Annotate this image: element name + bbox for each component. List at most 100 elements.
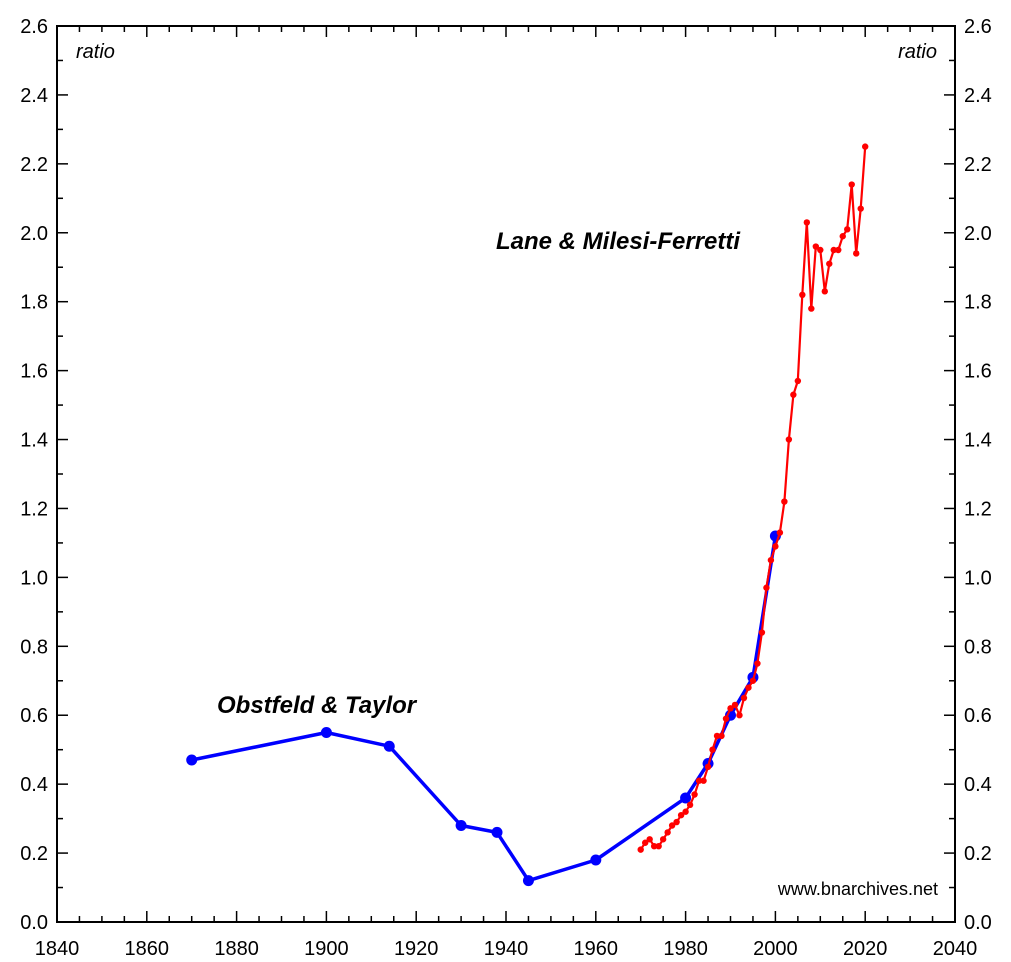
- x-tick-label: 1900: [304, 938, 349, 960]
- data-point-lane-milesi-ferretti: [772, 543, 779, 550]
- x-tick-label: 2000: [753, 938, 798, 960]
- data-point-lane-milesi-ferretti: [718, 732, 725, 740]
- x-tick-label: 1920: [394, 938, 439, 960]
- data-point-lane-milesi-ferretti: [835, 246, 842, 254]
- data-point-lane-milesi-ferretti: [767, 556, 775, 564]
- series-label-lane-milesi-ferretti: Lane & Milesi-Ferretti: [496, 228, 741, 255]
- data-point-lane-milesi-ferretti: [709, 746, 716, 753]
- y-tick-label-left: 2.6: [20, 16, 48, 38]
- data-point-lane-milesi-ferretti: [785, 436, 793, 443]
- data-point-lane-milesi-ferretti: [826, 260, 833, 267]
- data-point-lane-milesi-ferretti: [722, 715, 730, 722]
- y-tick-label-right: 0.2: [964, 843, 992, 865]
- y-tick-label-left: 0.2: [20, 843, 48, 865]
- data-point-lane-milesi-ferretti: [745, 684, 752, 691]
- y-tick-label-left: 2.4: [20, 85, 48, 107]
- y-tick-label-left: 2.0: [20, 223, 48, 245]
- data-point-lane-milesi-ferretti: [736, 712, 743, 719]
- plot-frame: [56, 25, 956, 923]
- data-point-lane-milesi-ferretti: [695, 777, 703, 784]
- y-tick-label-right: 1.4: [964, 430, 992, 452]
- data-point-lane-milesi-ferretti: [655, 842, 662, 850]
- data-point-obstfeld-taylor: [522, 875, 534, 887]
- y-axis-unit-left: ratio: [76, 41, 115, 63]
- y-tick-label-left: 0.0: [20, 912, 48, 934]
- x-tick-label: 1940: [484, 938, 529, 960]
- data-point-lane-milesi-ferretti: [704, 763, 712, 771]
- data-point-obstfeld-taylor: [590, 854, 602, 866]
- x-tick-label: 2020: [843, 938, 888, 960]
- y-axis-unit-right: ratio: [898, 41, 937, 63]
- y-tick-label-right: 2.2: [964, 154, 992, 176]
- y-tick-label-right: 0.4: [964, 774, 992, 796]
- data-point-obstfeld-taylor: [320, 726, 332, 738]
- data-point-lane-milesi-ferretti: [803, 219, 811, 226]
- data-point-lane-milesi-ferretti: [727, 705, 734, 712]
- data-point-lane-milesi-ferretti: [758, 629, 766, 636]
- data-point-lane-milesi-ferretti: [794, 377, 802, 385]
- x-tick-label: 1860: [125, 938, 170, 960]
- data-point-lane-milesi-ferretti: [650, 842, 658, 850]
- y-tick-label-right: 1.6: [964, 361, 992, 383]
- series-layer: [186, 143, 869, 887]
- data-point-lane-milesi-ferretti: [659, 836, 667, 843]
- y-tick-label-right: 0.8: [964, 636, 992, 658]
- data-point-lane-milesi-ferretti: [830, 246, 837, 254]
- y-tick-label-left: 0.4: [20, 774, 48, 796]
- y-tick-label-left: 0.6: [20, 705, 48, 727]
- data-point-lane-milesi-ferretti: [781, 498, 788, 505]
- data-point-lane-milesi-ferretti: [700, 777, 707, 784]
- data-point-lane-milesi-ferretti: [673, 818, 680, 826]
- data-point-lane-milesi-ferretti: [817, 246, 824, 254]
- y-tick-label-left: 1.2: [20, 498, 48, 520]
- data-point-obstfeld-taylor: [455, 820, 467, 832]
- data-point-lane-milesi-ferretti: [862, 143, 869, 150]
- y-tick-label-right: 1.2: [964, 498, 992, 520]
- data-point-lane-milesi-ferretti: [682, 808, 689, 815]
- data-point-obstfeld-taylor: [186, 754, 198, 766]
- data-point-lane-milesi-ferretti: [812, 243, 820, 250]
- x-tick-label: 2040: [933, 938, 978, 960]
- y-tick-label-left: 1.6: [20, 361, 48, 383]
- data-point-obstfeld-taylor: [680, 792, 692, 804]
- data-point-lane-milesi-ferretti: [857, 205, 864, 212]
- data-point-lane-milesi-ferretti: [844, 226, 851, 233]
- y-tick-label-right: 2.0: [964, 223, 992, 245]
- data-point-lane-milesi-ferretti: [776, 529, 784, 536]
- y-tick-label-right: 1.8: [964, 292, 992, 314]
- y-tick-label-left: 1.4: [20, 430, 48, 452]
- data-point-lane-milesi-ferretti: [713, 732, 721, 740]
- y-tick-label-left: 1.0: [20, 567, 48, 589]
- y-tick-label-left: 2.2: [20, 154, 48, 176]
- y-tick-label-left: 1.8: [20, 292, 48, 314]
- data-point-obstfeld-taylor: [383, 740, 395, 752]
- data-point-lane-milesi-ferretti: [740, 694, 748, 702]
- data-point-lane-milesi-ferretti: [839, 233, 846, 240]
- series-line-obstfeld-taylor: [191, 535, 778, 883]
- data-point-lane-milesi-ferretti: [799, 291, 806, 298]
- data-point-lane-milesi-ferretti: [790, 391, 797, 398]
- data-point-lane-milesi-ferretti: [731, 701, 739, 709]
- x-tick-label: 1980: [663, 938, 708, 960]
- data-point-lane-milesi-ferretti: [853, 250, 860, 257]
- data-point-lane-milesi-ferretti: [686, 801, 694, 809]
- watermark: www.bnarchives.net: [777, 879, 938, 899]
- y-tick-label-right: 0.6: [964, 705, 992, 727]
- data-point-lane-milesi-ferretti: [749, 677, 757, 684]
- y-tick-label-right: 2.6: [964, 16, 992, 38]
- data-point-lane-milesi-ferretti: [848, 181, 855, 188]
- y-tick-label-right: 1.0: [964, 567, 992, 589]
- data-point-lane-milesi-ferretti: [808, 305, 815, 312]
- data-point-obstfeld-taylor: [491, 826, 503, 838]
- data-point-lane-milesi-ferretti: [821, 288, 828, 295]
- series-label-obstfeld-taylor: Obstfeld & Taylor: [217, 692, 418, 719]
- data-point-lane-milesi-ferretti: [677, 811, 685, 819]
- data-point-lane-milesi-ferretti: [664, 829, 671, 836]
- ticks: 1840 1860 1880 1900 1920 1940 1960 1980 2000 2020…: [20, 16, 992, 960]
- y-tick-label-left: 0.8: [20, 636, 48, 658]
- data-point-lane-milesi-ferretti: [641, 839, 649, 846]
- data-point-lane-milesi-ferretti: [763, 584, 770, 591]
- data-point-lane-milesi-ferretti: [646, 836, 653, 843]
